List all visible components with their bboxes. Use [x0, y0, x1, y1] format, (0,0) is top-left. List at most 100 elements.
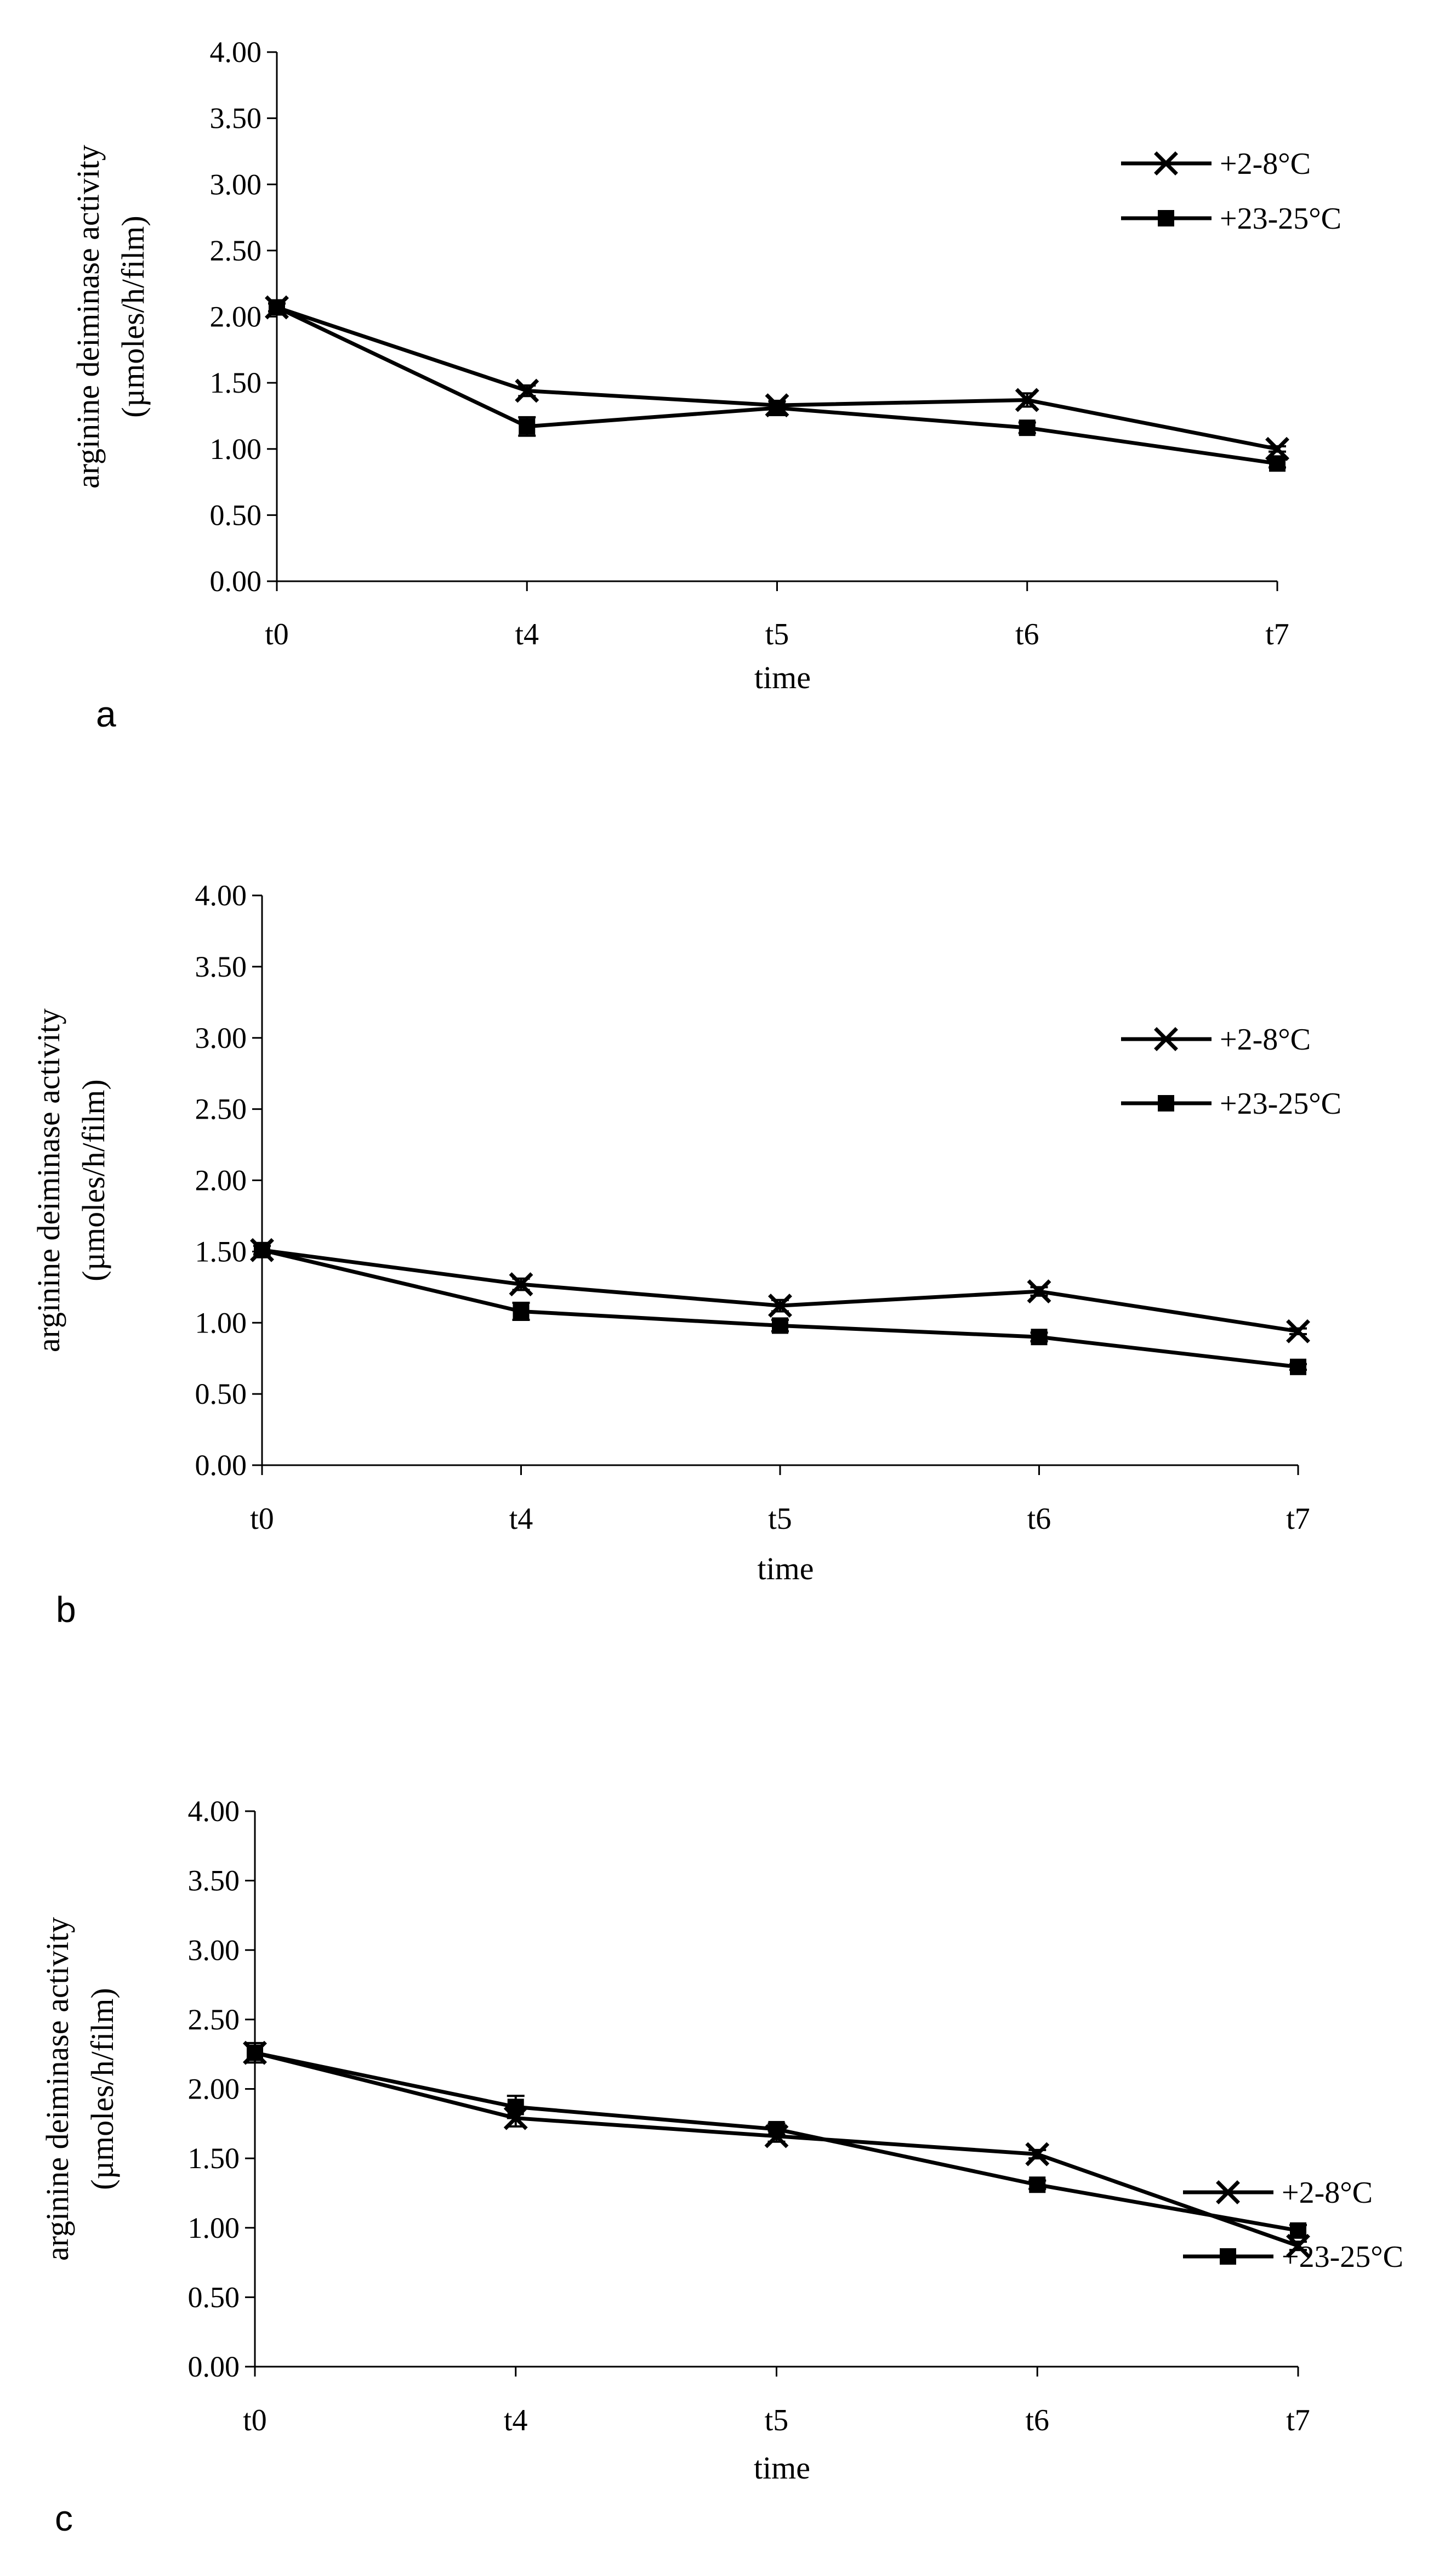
x-tick-label: t5 [765, 617, 789, 651]
y-tick-label: 3.50 [188, 1864, 240, 1897]
y-tick-label: 1.50 [210, 366, 262, 399]
y-tick-label: 2.50 [195, 1093, 247, 1126]
series-room-temp [253, 1241, 1307, 1375]
data-point-square-marker [1290, 1358, 1306, 1375]
data-point-x-marker [768, 1294, 792, 1318]
data-point-x-marker [1027, 1279, 1051, 1304]
x-axis-title: time [757, 1551, 814, 1586]
legend-entry: +2-8°C [1121, 147, 1311, 181]
data-point-x-marker [509, 1272, 533, 1297]
legend-label: +23-25°C [1220, 1087, 1341, 1121]
x-tick-label: t5 [768, 1502, 792, 1536]
x-tick-label: t6 [1025, 2403, 1049, 2437]
y-tick-label: 2.00 [188, 2073, 240, 2106]
x-tick-label: t0 [250, 1502, 274, 1536]
data-point-square-marker [513, 1303, 530, 1320]
y-tick-label: 3.50 [195, 950, 247, 983]
y-tick-label: 1.00 [195, 1306, 247, 1339]
panel-label: b [56, 1589, 76, 1630]
legend-x-marker [1154, 1027, 1178, 1051]
data-point-x-marker [1286, 1319, 1310, 1343]
data-point-square-marker [769, 399, 786, 416]
x-tick-label: t4 [509, 1502, 533, 1536]
x-tick-label: t0 [265, 617, 289, 651]
y-tick-label: 3.00 [210, 168, 262, 201]
y-axis-title-line1: arginine deiminase activity [70, 145, 106, 489]
legend-entry: +2-8°C [1121, 1023, 1311, 1057]
chart-panel-a: 0.00 0.50 1.00 1.50 2.00 2.50 3.00 3.50 4.00 t0 t4… [70, 36, 1341, 734]
data-point-square-marker [519, 418, 536, 435]
y-axis-title-line1: arginine deiminase activity [31, 1008, 66, 1352]
legend-entry: +23-25°C [1121, 202, 1341, 236]
y-tick-label: 0.50 [188, 2281, 240, 2313]
legend-label: +2-8°C [1220, 1023, 1311, 1057]
data-point-square-marker [1290, 2222, 1306, 2239]
y-axis-title-line1: arginine deiminase activity [39, 1917, 75, 2261]
y-tick-label: 0.50 [195, 1377, 247, 1410]
y-tick-label: 1.50 [188, 2142, 240, 2175]
y-tick-label: 0.00 [210, 565, 262, 598]
y-tick-label: 2.50 [188, 2003, 240, 2036]
data-point-square-marker [507, 2099, 524, 2116]
x-tick-label: t6 [1027, 1502, 1051, 1536]
legend-x-marker [1216, 2180, 1240, 2204]
y-tick-label: 0.50 [210, 498, 262, 531]
x-tick-label: t7 [1265, 617, 1289, 651]
data-point-square-marker [1019, 419, 1036, 436]
y-tick-label: 1.50 [195, 1235, 247, 1268]
data-point-x-marker [1015, 388, 1039, 412]
legend-label: +2-8°C [1282, 2176, 1373, 2210]
data-point-x-marker [515, 378, 539, 403]
legend-square-marker [1158, 1095, 1174, 1111]
x-tick-label: t4 [504, 2403, 528, 2437]
legend-label: +23-25°C [1282, 2240, 1403, 2274]
y-tick-label: 4.00 [195, 879, 247, 912]
series-room-temp [268, 299, 1286, 472]
chart-panel-b: 0.00 0.50 1.00 1.50 2.00 2.50 3.00 3.50 4.00 t0 t4… [31, 879, 1341, 1630]
chart-panel-c: 0.00 0.50 1.00 1.50 2.00 2.50 3.00 3.50 4.00 t0 t4… [39, 1795, 1403, 2538]
y-tick-label: 0.00 [195, 1449, 247, 1482]
x-tick-label: t6 [1015, 617, 1039, 651]
legend-entry: +23-25°C [1183, 2240, 1403, 2274]
panel-label: a [96, 694, 116, 734]
y-axis-title-line2: (µmoles/h/film) [84, 1988, 120, 2190]
x-tick-label: t7 [1286, 2403, 1310, 2437]
data-point-square-marker [772, 1317, 788, 1334]
y-tick-label: 2.00 [210, 300, 262, 333]
legend-square-marker [1158, 210, 1174, 226]
data-point-x-marker [1025, 2142, 1050, 2167]
x-axis-title: time [754, 2450, 810, 2486]
y-tick-label: 2.00 [195, 1164, 247, 1197]
data-point-square-marker [269, 299, 285, 316]
y-tick-label: 3.00 [195, 1022, 247, 1054]
legend-label: +23-25°C [1220, 202, 1341, 236]
data-point-x-marker [1265, 436, 1289, 461]
y-tick-label: 3.50 [210, 102, 262, 135]
x-tick-label: t0 [243, 2403, 267, 2437]
legend-square-marker [1220, 2248, 1236, 2265]
series-room-temp [246, 2041, 1307, 2239]
data-point-square-marker [768, 2120, 785, 2137]
x-tick-label: t4 [515, 617, 539, 651]
data-point-square-marker [1031, 1329, 1048, 1346]
x-tick-label: t5 [765, 2403, 789, 2437]
y-axis-title-line2: (µmoles/h/film) [76, 1079, 111, 1281]
y-tick-label: 4.00 [210, 36, 262, 69]
y-tick-label: 4.00 [188, 1795, 240, 1828]
data-point-square-marker [254, 1241, 270, 1258]
y-axis-title-line2: (µmoles/h/film) [115, 215, 151, 417]
y-tick-label: 1.00 [210, 433, 262, 466]
legend-entry: +23-25°C [1121, 1087, 1341, 1121]
x-tick-label: t7 [1286, 1502, 1310, 1536]
data-point-square-marker [247, 2044, 263, 2061]
x-axis-title: time [754, 660, 811, 695]
data-point-square-marker [1029, 2176, 1046, 2193]
y-tick-label: 3.00 [188, 1933, 240, 1966]
legend-x-marker [1154, 151, 1178, 175]
panel-label: c [55, 2498, 73, 2538]
legend-entry: +2-8°C [1183, 2176, 1373, 2210]
y-tick-label: 0.00 [188, 2350, 240, 2383]
legend-label: +2-8°C [1220, 147, 1311, 181]
data-point-square-marker [1269, 455, 1286, 472]
